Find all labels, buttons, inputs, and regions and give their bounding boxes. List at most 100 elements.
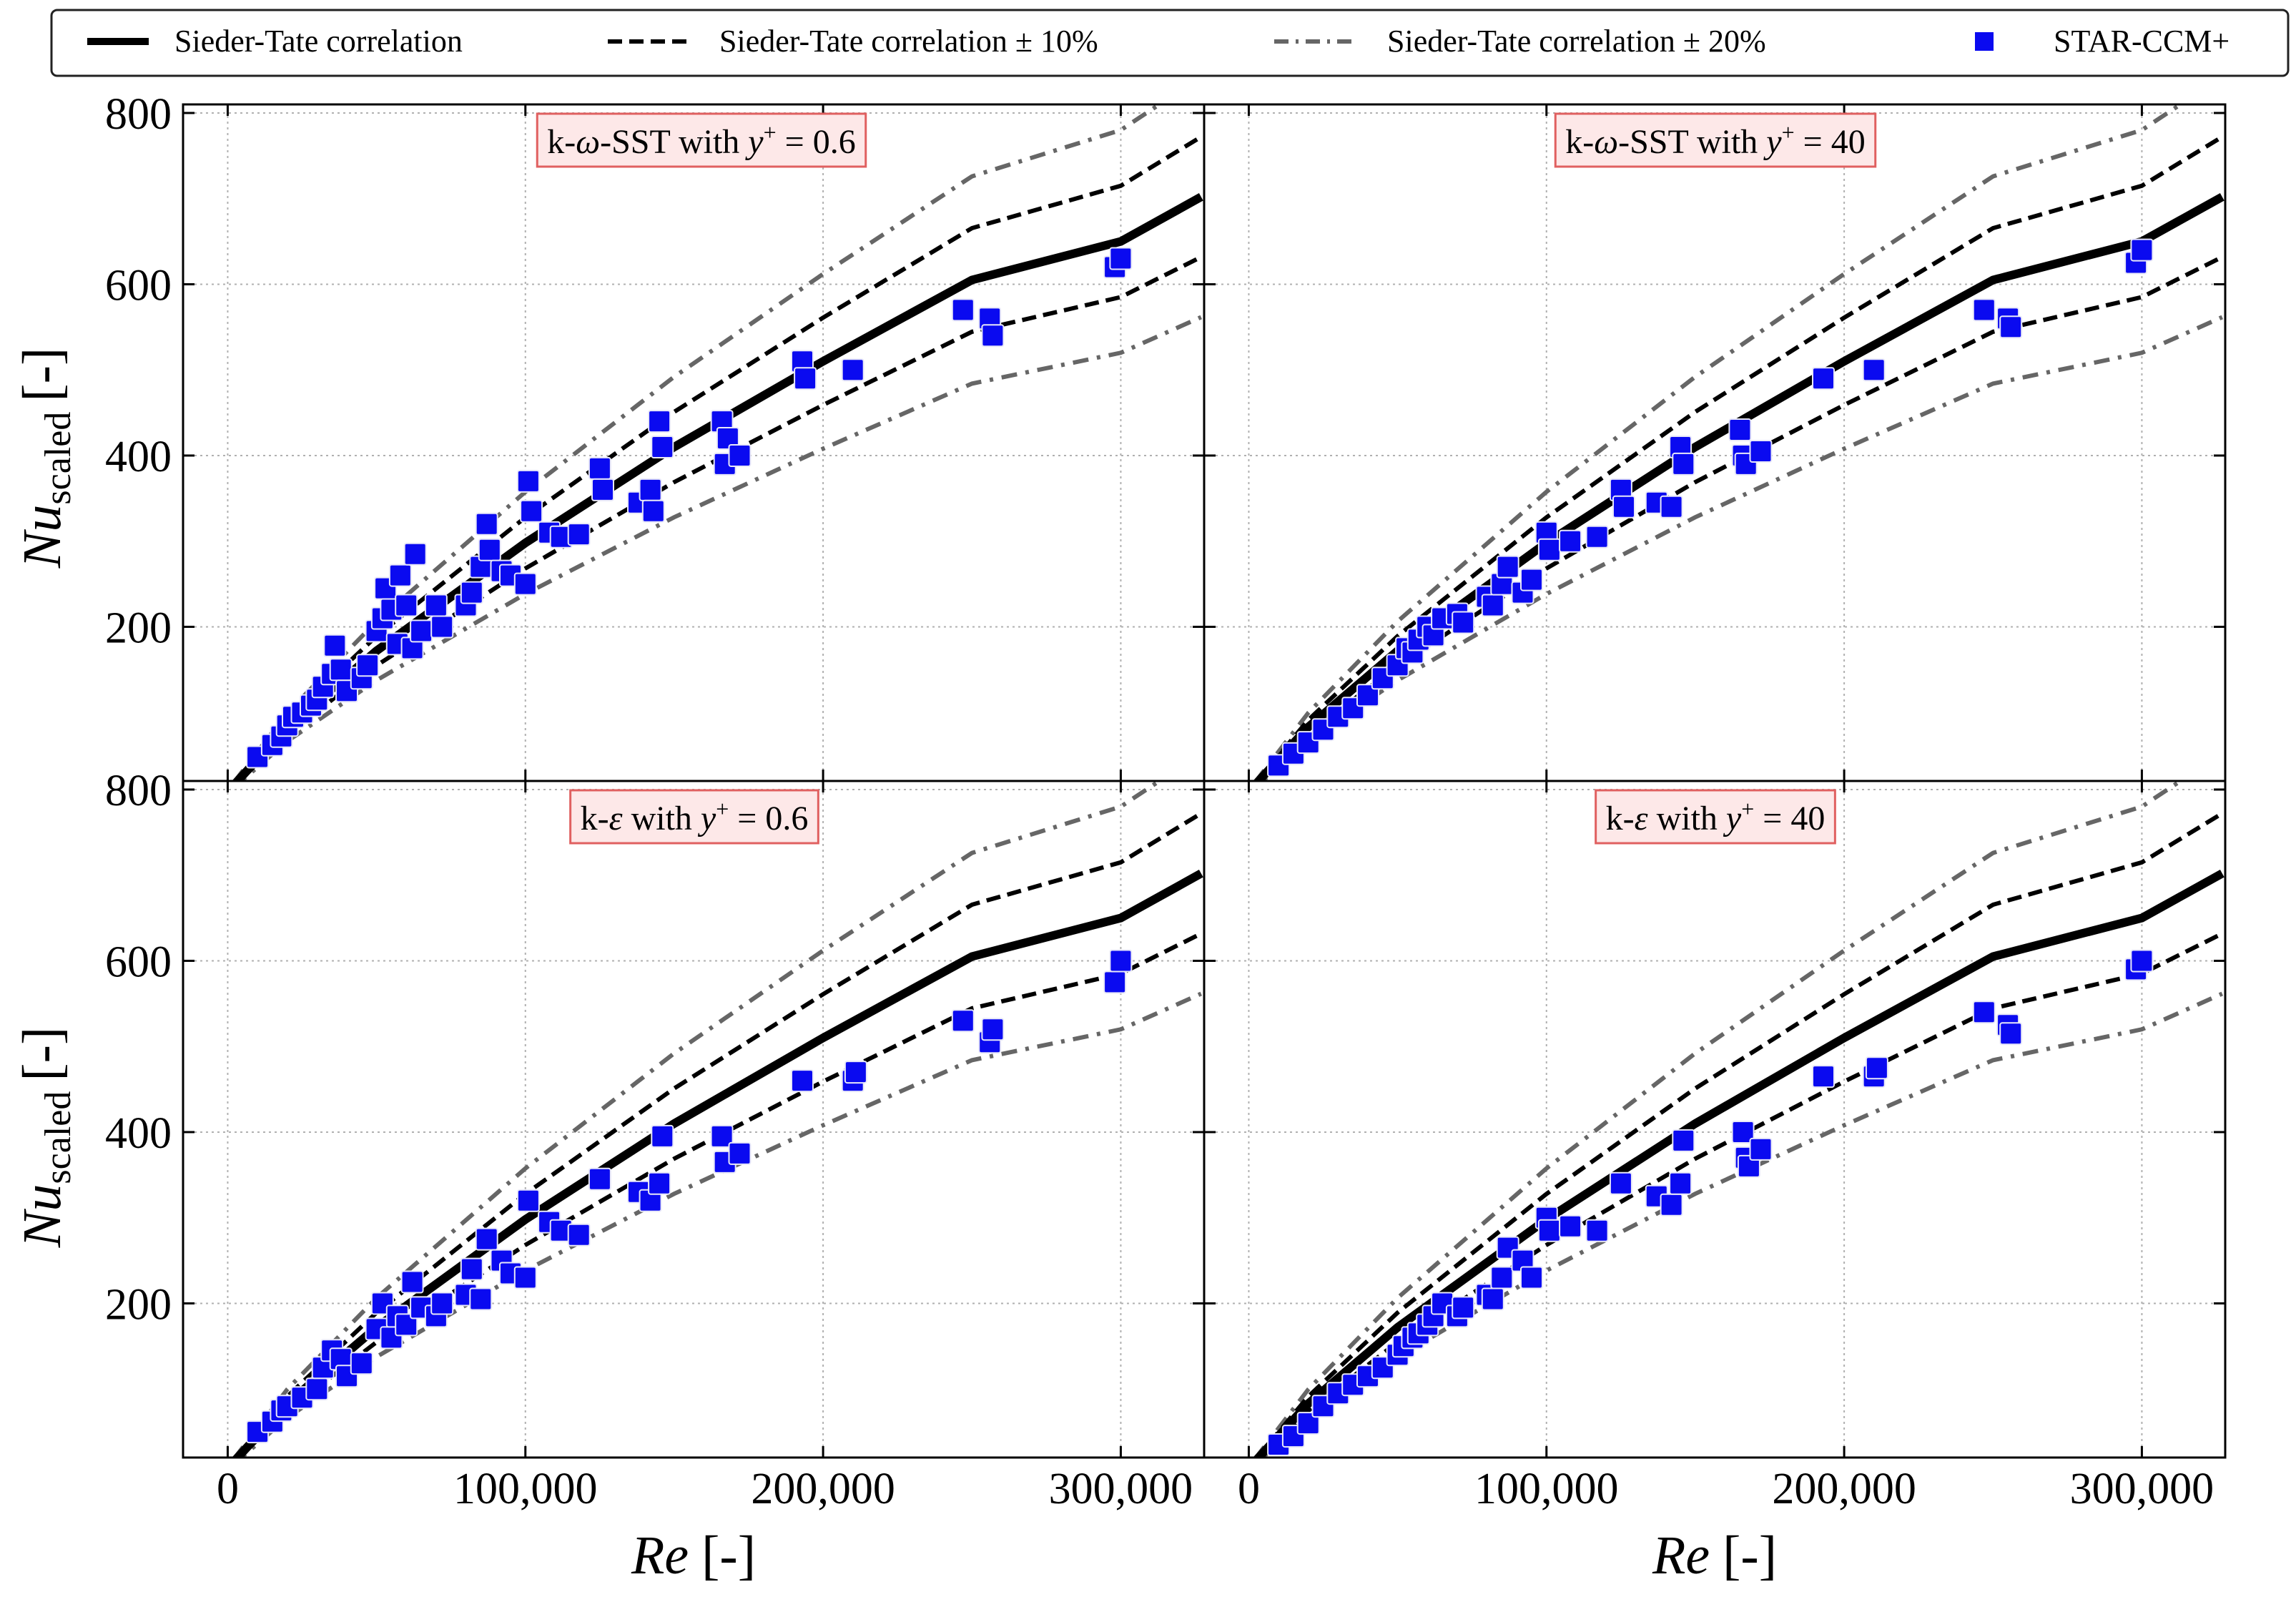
data-point <box>323 634 347 657</box>
data-point <box>1537 538 1561 561</box>
data-point <box>651 436 674 458</box>
data-point <box>1672 1129 1695 1152</box>
ticks <box>183 104 1204 781</box>
label-part: = 40 <box>1754 800 1825 837</box>
band-plus-10-line <box>233 134 1203 781</box>
data-point <box>400 1270 424 1294</box>
panel-frame <box>1203 780 2227 1459</box>
data-point <box>641 499 665 523</box>
label-part: = 0.6 <box>729 800 808 837</box>
data-point <box>475 1227 498 1251</box>
y-tick-label: 400 <box>105 1109 172 1158</box>
legend: Sieder-Tate correlation Sieder-Tate corr… <box>50 9 2290 77</box>
band-minus-20-line <box>238 991 1203 1458</box>
data-point <box>1496 555 1519 579</box>
label-part: k- <box>1606 800 1635 837</box>
panel-label-box <box>569 789 819 845</box>
label-part: = 0.6 <box>777 123 856 161</box>
panel-label-text: k-ω-SST with y+ = 40 <box>1565 119 1865 161</box>
data-point <box>1972 1001 1996 1024</box>
label-part-var: y <box>697 800 716 837</box>
data-point <box>716 427 739 450</box>
data-point <box>1972 298 1996 322</box>
band-minus-20-line <box>238 315 1203 781</box>
data-point <box>981 1018 1005 1041</box>
data-point <box>1812 367 1835 390</box>
data-point <box>1452 611 1475 634</box>
data-point <box>1612 495 1635 519</box>
data-point <box>305 1377 329 1401</box>
data-point <box>710 1124 734 1148</box>
y-tick-label: 600 <box>105 938 172 986</box>
ticks <box>1204 781 2225 1458</box>
data-point <box>1672 452 1695 476</box>
band-plus-10-line <box>233 811 1203 1458</box>
x-tick-label: 100,000 <box>453 1465 598 1513</box>
panel-top-right: k-ω-SST with y+ = 40 <box>1203 103 2227 782</box>
data-point <box>395 594 418 617</box>
data-point <box>1296 1412 1320 1435</box>
data-point <box>651 1124 674 1148</box>
data-point <box>1865 1056 1888 1080</box>
data-point <box>395 1313 418 1337</box>
data-point <box>388 564 412 587</box>
label-part: = 40 <box>1795 123 1866 161</box>
data-point <box>350 1352 373 1375</box>
band-plus-20-line <box>232 104 1163 781</box>
panel-label-box <box>1554 112 1877 168</box>
data-point <box>1731 1121 1755 1144</box>
data-point <box>516 1189 540 1212</box>
data-point <box>567 1223 591 1247</box>
x-axis-label-left: Re [-] <box>631 1525 756 1586</box>
x-tick-label: 100,000 <box>1474 1465 1619 1513</box>
plot-area <box>1253 781 2224 1458</box>
data-point <box>981 324 1005 348</box>
data-point <box>728 1141 752 1165</box>
data-point <box>728 444 752 467</box>
legend-label-correlation: Sieder-Tate correlation <box>174 24 463 59</box>
ticks <box>1204 104 2225 781</box>
data-point <box>513 1266 537 1289</box>
data-point <box>1559 529 1582 553</box>
data-point <box>1356 684 1379 707</box>
band-plus-20-line <box>1253 781 2184 1458</box>
data-point <box>513 572 537 596</box>
data-point <box>478 538 501 561</box>
data-point <box>1660 1193 1683 1217</box>
data-point <box>648 410 671 433</box>
data-point <box>648 1171 671 1195</box>
panel-label: k-ε with y+ = 0.6 <box>569 789 819 845</box>
data-point <box>1481 1287 1504 1311</box>
data-point <box>588 456 611 480</box>
panel-label: k-ω-SST with y+ = 0.6 <box>536 112 867 168</box>
x-axis-label-right: Re [-] <box>1652 1525 1777 1586</box>
label-part: k- <box>547 123 576 161</box>
x-tick-label: 0 <box>217 1465 239 1513</box>
data-point <box>469 1287 493 1311</box>
panel-label-box <box>536 112 867 168</box>
data-point <box>1737 1154 1760 1178</box>
data-point <box>588 1167 611 1191</box>
data-point <box>794 367 817 390</box>
data-point <box>1481 594 1504 617</box>
legend-marker-swatch <box>1975 32 1994 51</box>
y-axis-label-top: Nuscaled[-] <box>12 348 79 569</box>
data-point <box>951 298 975 322</box>
data-point <box>567 523 591 546</box>
band-plus-20-line <box>232 781 1163 1458</box>
label-part: -SST with <box>600 123 748 161</box>
plot-area <box>232 781 1203 1458</box>
panel-label-text: k-ε with y+ = 0.6 <box>581 796 809 837</box>
data-point <box>1749 1137 1773 1161</box>
data-point <box>430 615 454 639</box>
panel-label: k-ε with y+ = 40 <box>1595 789 1836 845</box>
data-point <box>1585 1219 1609 1242</box>
x-tick-label: 200,000 <box>751 1465 895 1513</box>
panel-label-text: k-ε with y+ = 40 <box>1606 796 1826 837</box>
data-point <box>460 1257 483 1281</box>
band-minus-20-line <box>1259 991 2224 1458</box>
label-part-greek: ω <box>1594 123 1618 161</box>
y-tick-label: 400 <box>105 433 172 481</box>
markers <box>246 247 1133 769</box>
